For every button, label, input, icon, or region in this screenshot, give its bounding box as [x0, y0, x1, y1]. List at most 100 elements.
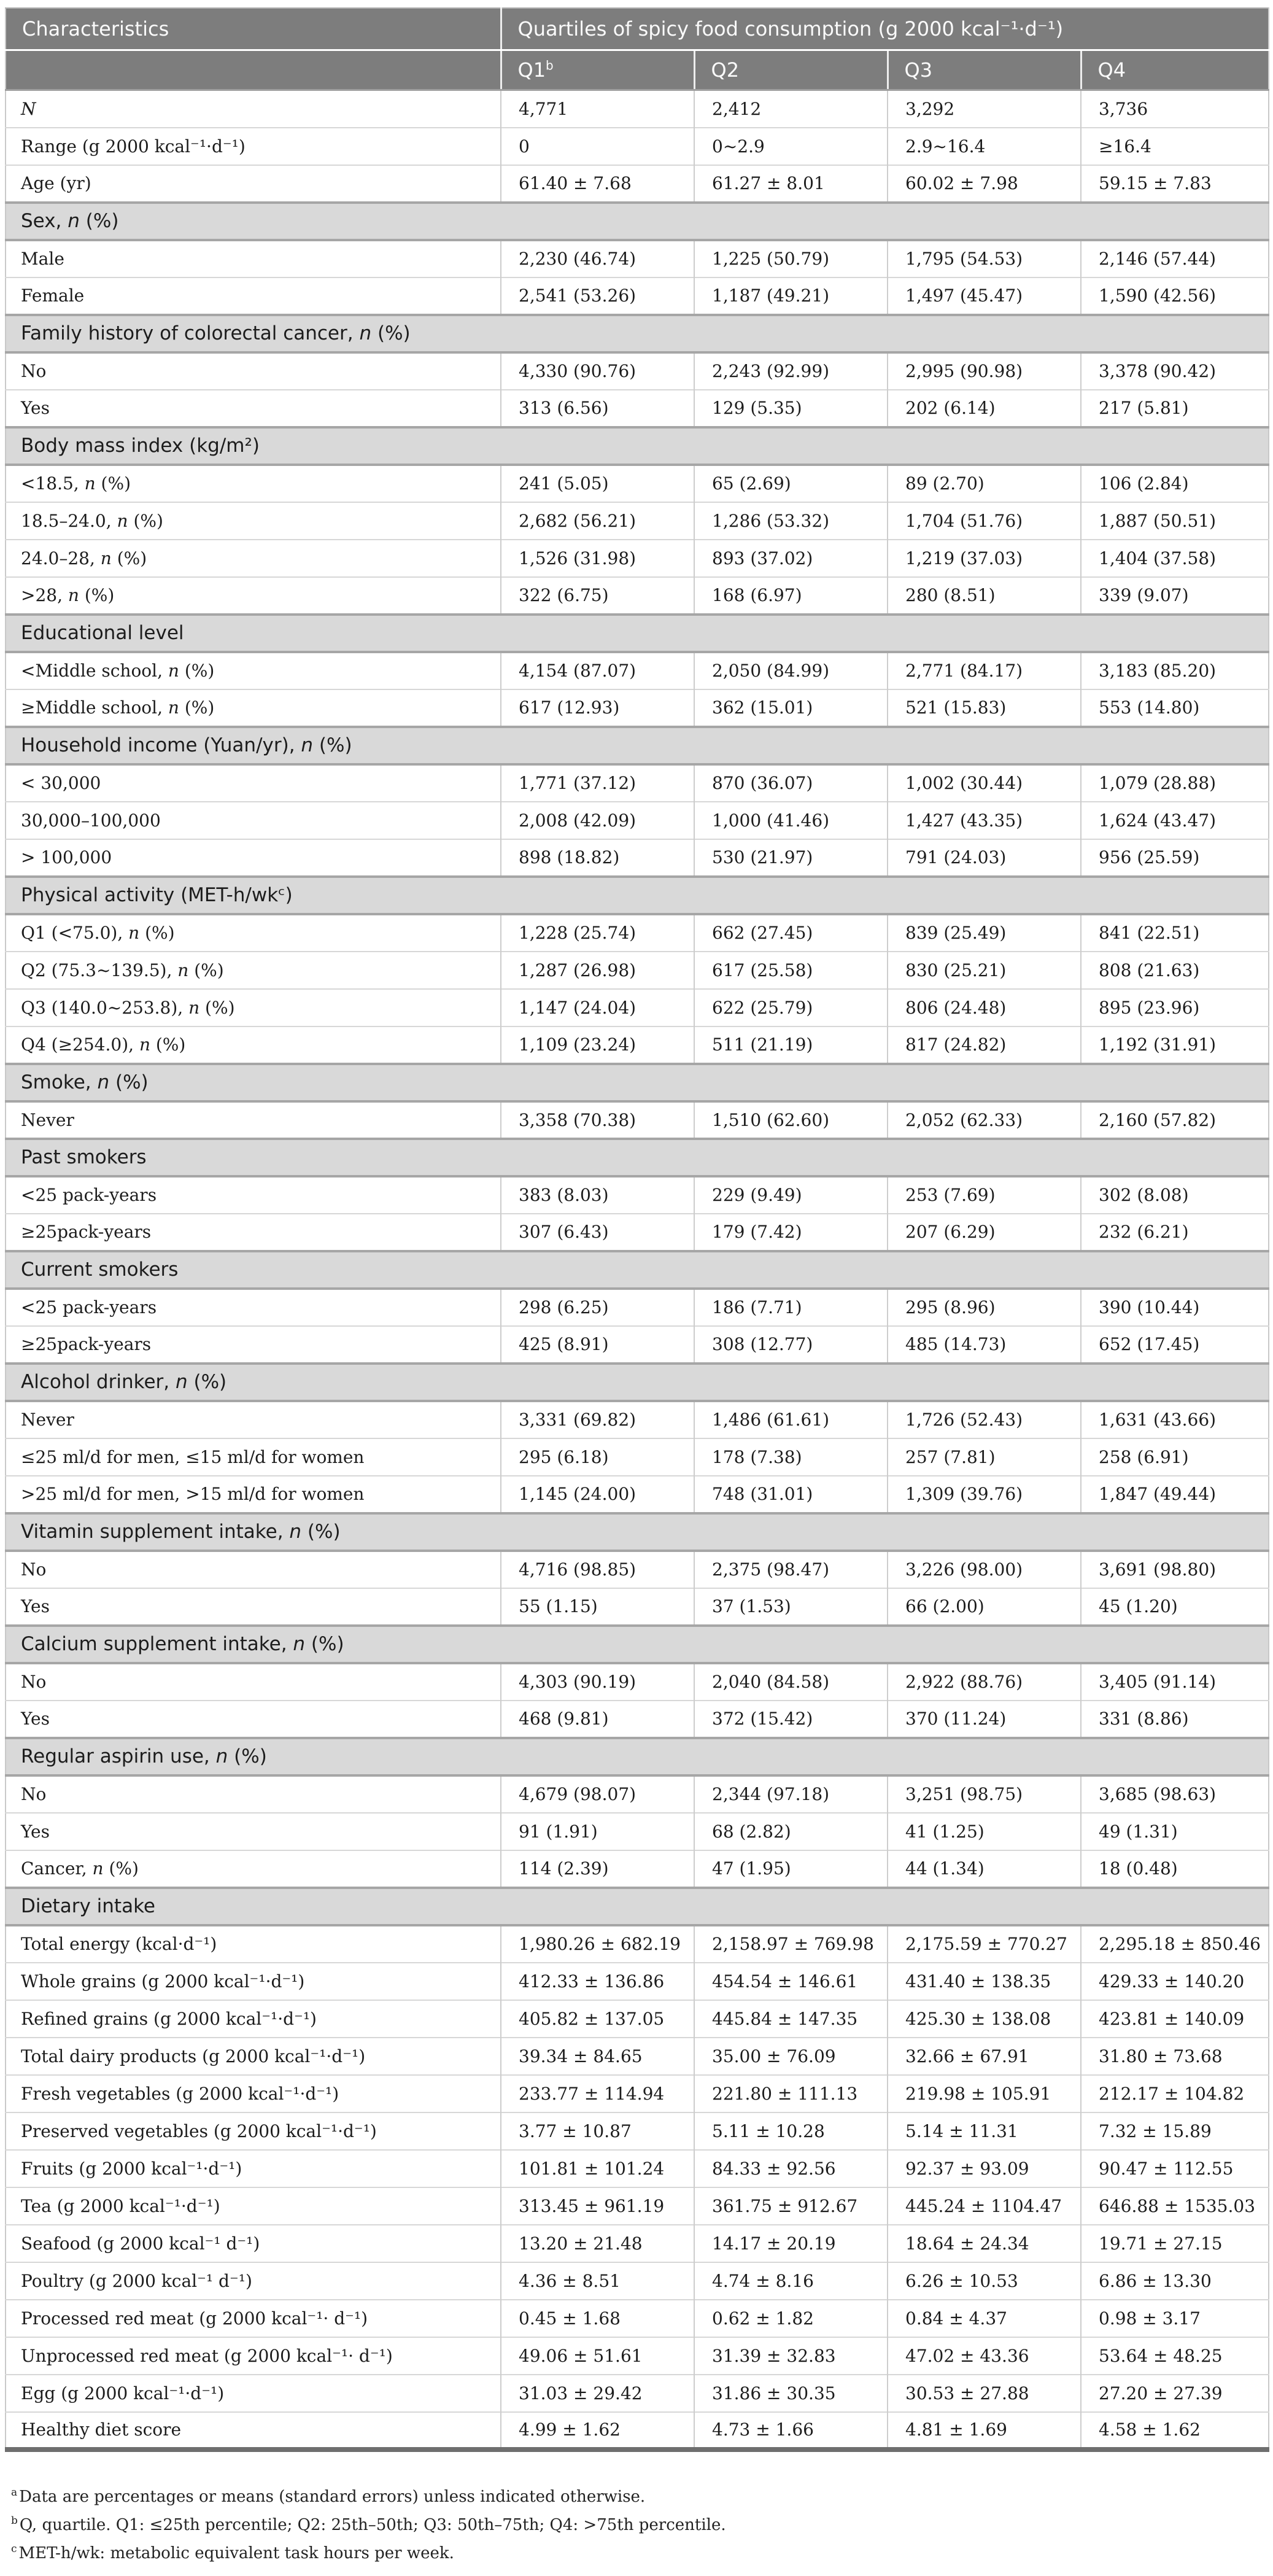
cell-q1: 3,331 (69.82): [500, 1400, 694, 1438]
cell-q4: 18 (0.48): [1080, 1849, 1269, 1888]
table-row: Q2 (75.3~139.5), n (%) 1,287 (26.98) 617 (…: [6, 950, 1269, 989]
section-label: Vitamin supplement intake, n (%): [6, 1511, 1269, 1552]
section-row: Calcium supplement intake, n (%): [6, 1624, 1269, 1664]
cell-q4: 1,404 (37.58): [1080, 538, 1269, 577]
section-label: Physical activity (MET-h/wkᶜ): [6, 875, 1269, 915]
table-body: N 4,771 2,412 3,292 3,736 Range (g 2000 kcal⁻…: [6, 89, 1269, 2450]
cell-q3: 89 (2.70): [887, 464, 1081, 502]
cell-q2: 2,344 (97.18): [694, 1774, 888, 1813]
cell-q3: 5.14 ± 11.31: [887, 2111, 1081, 2150]
row-label: Yes: [6, 389, 501, 427]
cell-q1: 3.77 ± 10.87: [500, 2111, 694, 2150]
table-row: Never 3,331 (69.82) 1,486 (61.61) 1,726 (52…: [6, 1400, 1269, 1438]
row-label: 24.0–28, n (%): [6, 538, 501, 577]
cell-q4: 59.15 ± 7.83: [1080, 164, 1269, 203]
table-row: Female 2,541 (53.26) 1,187 (49.21) 1,497 (4…: [6, 276, 1269, 315]
cell-q4: 302 (8.08): [1080, 1175, 1269, 1214]
cell-q2: 4.73 ± 1.66: [694, 2411, 888, 2450]
cell-q1: 2,541 (53.26): [500, 276, 694, 315]
section-row: Smoke, n (%): [6, 1062, 1269, 1103]
cell-q1: 617 (12.93): [500, 688, 694, 727]
cell-q2: 662 (27.45): [694, 913, 888, 952]
footnotes: a Data are percentages or means (standard…: [11, 2487, 1268, 2562]
table-row: Cancer, n (%) 114 (2.39) 47 (1.95) 44 (1.34…: [6, 1849, 1269, 1888]
cell-q1: 425 (8.91): [500, 1325, 694, 1364]
cell-q4: 956 (25.59): [1080, 838, 1269, 877]
cell-q2: 361.75 ± 912.67: [694, 2186, 888, 2225]
cell-q4: 7.32 ± 15.89: [1080, 2111, 1269, 2150]
cell-q1: 468 (9.81): [500, 1699, 694, 1738]
cell-q4: 45 (1.20): [1080, 1587, 1269, 1626]
cell-q1: 4,679 (98.07): [500, 1774, 694, 1813]
table-row: Egg (g 2000 kcal⁻¹·d⁻¹) 31.03 ± 29.42 31.8…: [6, 2373, 1269, 2412]
cell-q4: 1,624 (43.47): [1080, 801, 1269, 839]
cell-q2: 1,286 (53.32): [694, 501, 888, 540]
cell-q1: 101.81 ± 101.24: [500, 2149, 694, 2187]
cell-q4: 339 (9.07): [1080, 576, 1269, 615]
cell-q2: 168 (6.97): [694, 576, 888, 615]
cell-q2: 870 (36.07): [694, 763, 888, 802]
quartile-column-header-q2: Q2: [693, 50, 888, 91]
section-row: Household income (Yuan/yr), n (%): [6, 725, 1269, 766]
cell-q3: 2,922 (88.76): [887, 1662, 1081, 1701]
row-label: Q2 (75.3~139.5), n (%): [6, 950, 501, 989]
cell-q3: 92.37 ± 93.09: [887, 2149, 1081, 2187]
cell-q2: 617 (25.58): [694, 950, 888, 989]
cell-q3: 1,427 (43.35): [887, 801, 1081, 839]
row-label: No: [6, 1662, 501, 1701]
cell-q4: 1,631 (43.66): [1080, 1400, 1269, 1438]
row-label: Poultry (g 2000 kcal⁻¹ d⁻¹): [6, 2261, 501, 2300]
cell-q1: 233.77 ± 114.94: [500, 2074, 694, 2112]
cell-q3: 1,704 (51.76): [887, 501, 1081, 540]
cell-q2: 186 (7.71): [694, 1287, 888, 1326]
cell-q1: 298 (6.25): [500, 1287, 694, 1326]
cell-q3: 806 (24.48): [887, 988, 1081, 1026]
table-row: Unprocessed red meat (g 2000 kcal⁻¹· d⁻¹…: [6, 2336, 1269, 2375]
cell-q4: 3,378 (90.42): [1080, 351, 1269, 390]
cell-q1: 1,228 (25.74): [500, 913, 694, 952]
row-label: 30,000–100,000: [6, 801, 501, 839]
table-row: Poultry (g 2000 kcal⁻¹ d⁻¹) 4.36 ± 8.51 4.…: [6, 2261, 1269, 2300]
cell-q1: 4,330 (90.76): [500, 351, 694, 390]
table-row: >28, n (%) 322 (6.75) 168 (6.97) 280 (8.51)…: [6, 576, 1269, 615]
row-label: Cancer, n (%): [6, 1849, 501, 1888]
section-row: Vitamin supplement intake, n (%): [6, 1511, 1269, 1552]
row-label: N: [6, 89, 501, 128]
cell-q2: 179 (7.42): [694, 1212, 888, 1251]
section-row: Alcohol drinker, n (%): [6, 1362, 1269, 1402]
cell-q3: 6.26 ± 10.53: [887, 2261, 1081, 2300]
cell-q1: 405.82 ± 137.05: [500, 1999, 694, 2038]
cell-q2: 2,040 (84.58): [694, 1662, 888, 1701]
section-row: Body mass index (kg/m²): [6, 425, 1269, 466]
cell-q3: 817 (24.82): [887, 1025, 1081, 1064]
cell-q3: 18.64 ± 24.34: [887, 2224, 1081, 2262]
cell-q1: 2,008 (42.09): [500, 801, 694, 839]
table-row: 30,000–100,000 2,008 (42.09) 1,000 (41.46)…: [6, 801, 1269, 839]
table-row: Refined grains (g 2000 kcal⁻¹·d⁻¹) 405.82…: [6, 1999, 1269, 2038]
cell-q2: 4.74 ± 8.16: [694, 2261, 888, 2300]
cell-q3: 295 (8.96): [887, 1287, 1081, 1326]
row-label: Total energy (kcal·d⁻¹): [6, 1924, 501, 1963]
row-label: ≥25pack-years: [6, 1325, 501, 1364]
cell-q2: 65 (2.69): [694, 464, 888, 502]
cell-q4: 2,146 (57.44): [1080, 239, 1269, 277]
header-row-quartiles: Q1b Q2 Q3 Q4: [6, 50, 1269, 91]
table-row: Q4 (≥254.0), n (%) 1,109 (23.24) 511 (21.1…: [6, 1025, 1269, 1064]
row-label: <25 pack-years: [6, 1287, 501, 1326]
table-row: Male 2,230 (46.74) 1,225 (50.79) 1,795 (54.…: [6, 239, 1269, 277]
cell-q1: 0: [500, 126, 694, 165]
cell-q1: 91 (1.91): [500, 1812, 694, 1850]
row-label: No: [6, 1774, 501, 1813]
table-header: Characteristics Quartiles of spicy food …: [6, 8, 1269, 91]
cell-q3: 3,251 (98.75): [887, 1774, 1081, 1813]
cell-q1: 1,145 (24.00): [500, 1475, 694, 1513]
cell-q3: 207 (6.29): [887, 1212, 1081, 1251]
cell-q4: 90.47 ± 112.55: [1080, 2149, 1269, 2187]
cell-q2: 0~2.9: [694, 126, 888, 165]
cell-q3: 445.24 ± 1104.47: [887, 2186, 1081, 2225]
cell-q3: 1,795 (54.53): [887, 239, 1081, 277]
cell-q4: 3,736: [1080, 89, 1269, 128]
table-row: < 30,000 1,771 (37.12) 870 (36.07) 1,002 (3…: [6, 763, 1269, 802]
table-row: N 4,771 2,412 3,292 3,736: [6, 89, 1269, 128]
cell-q3: 2,995 (90.98): [887, 351, 1081, 390]
